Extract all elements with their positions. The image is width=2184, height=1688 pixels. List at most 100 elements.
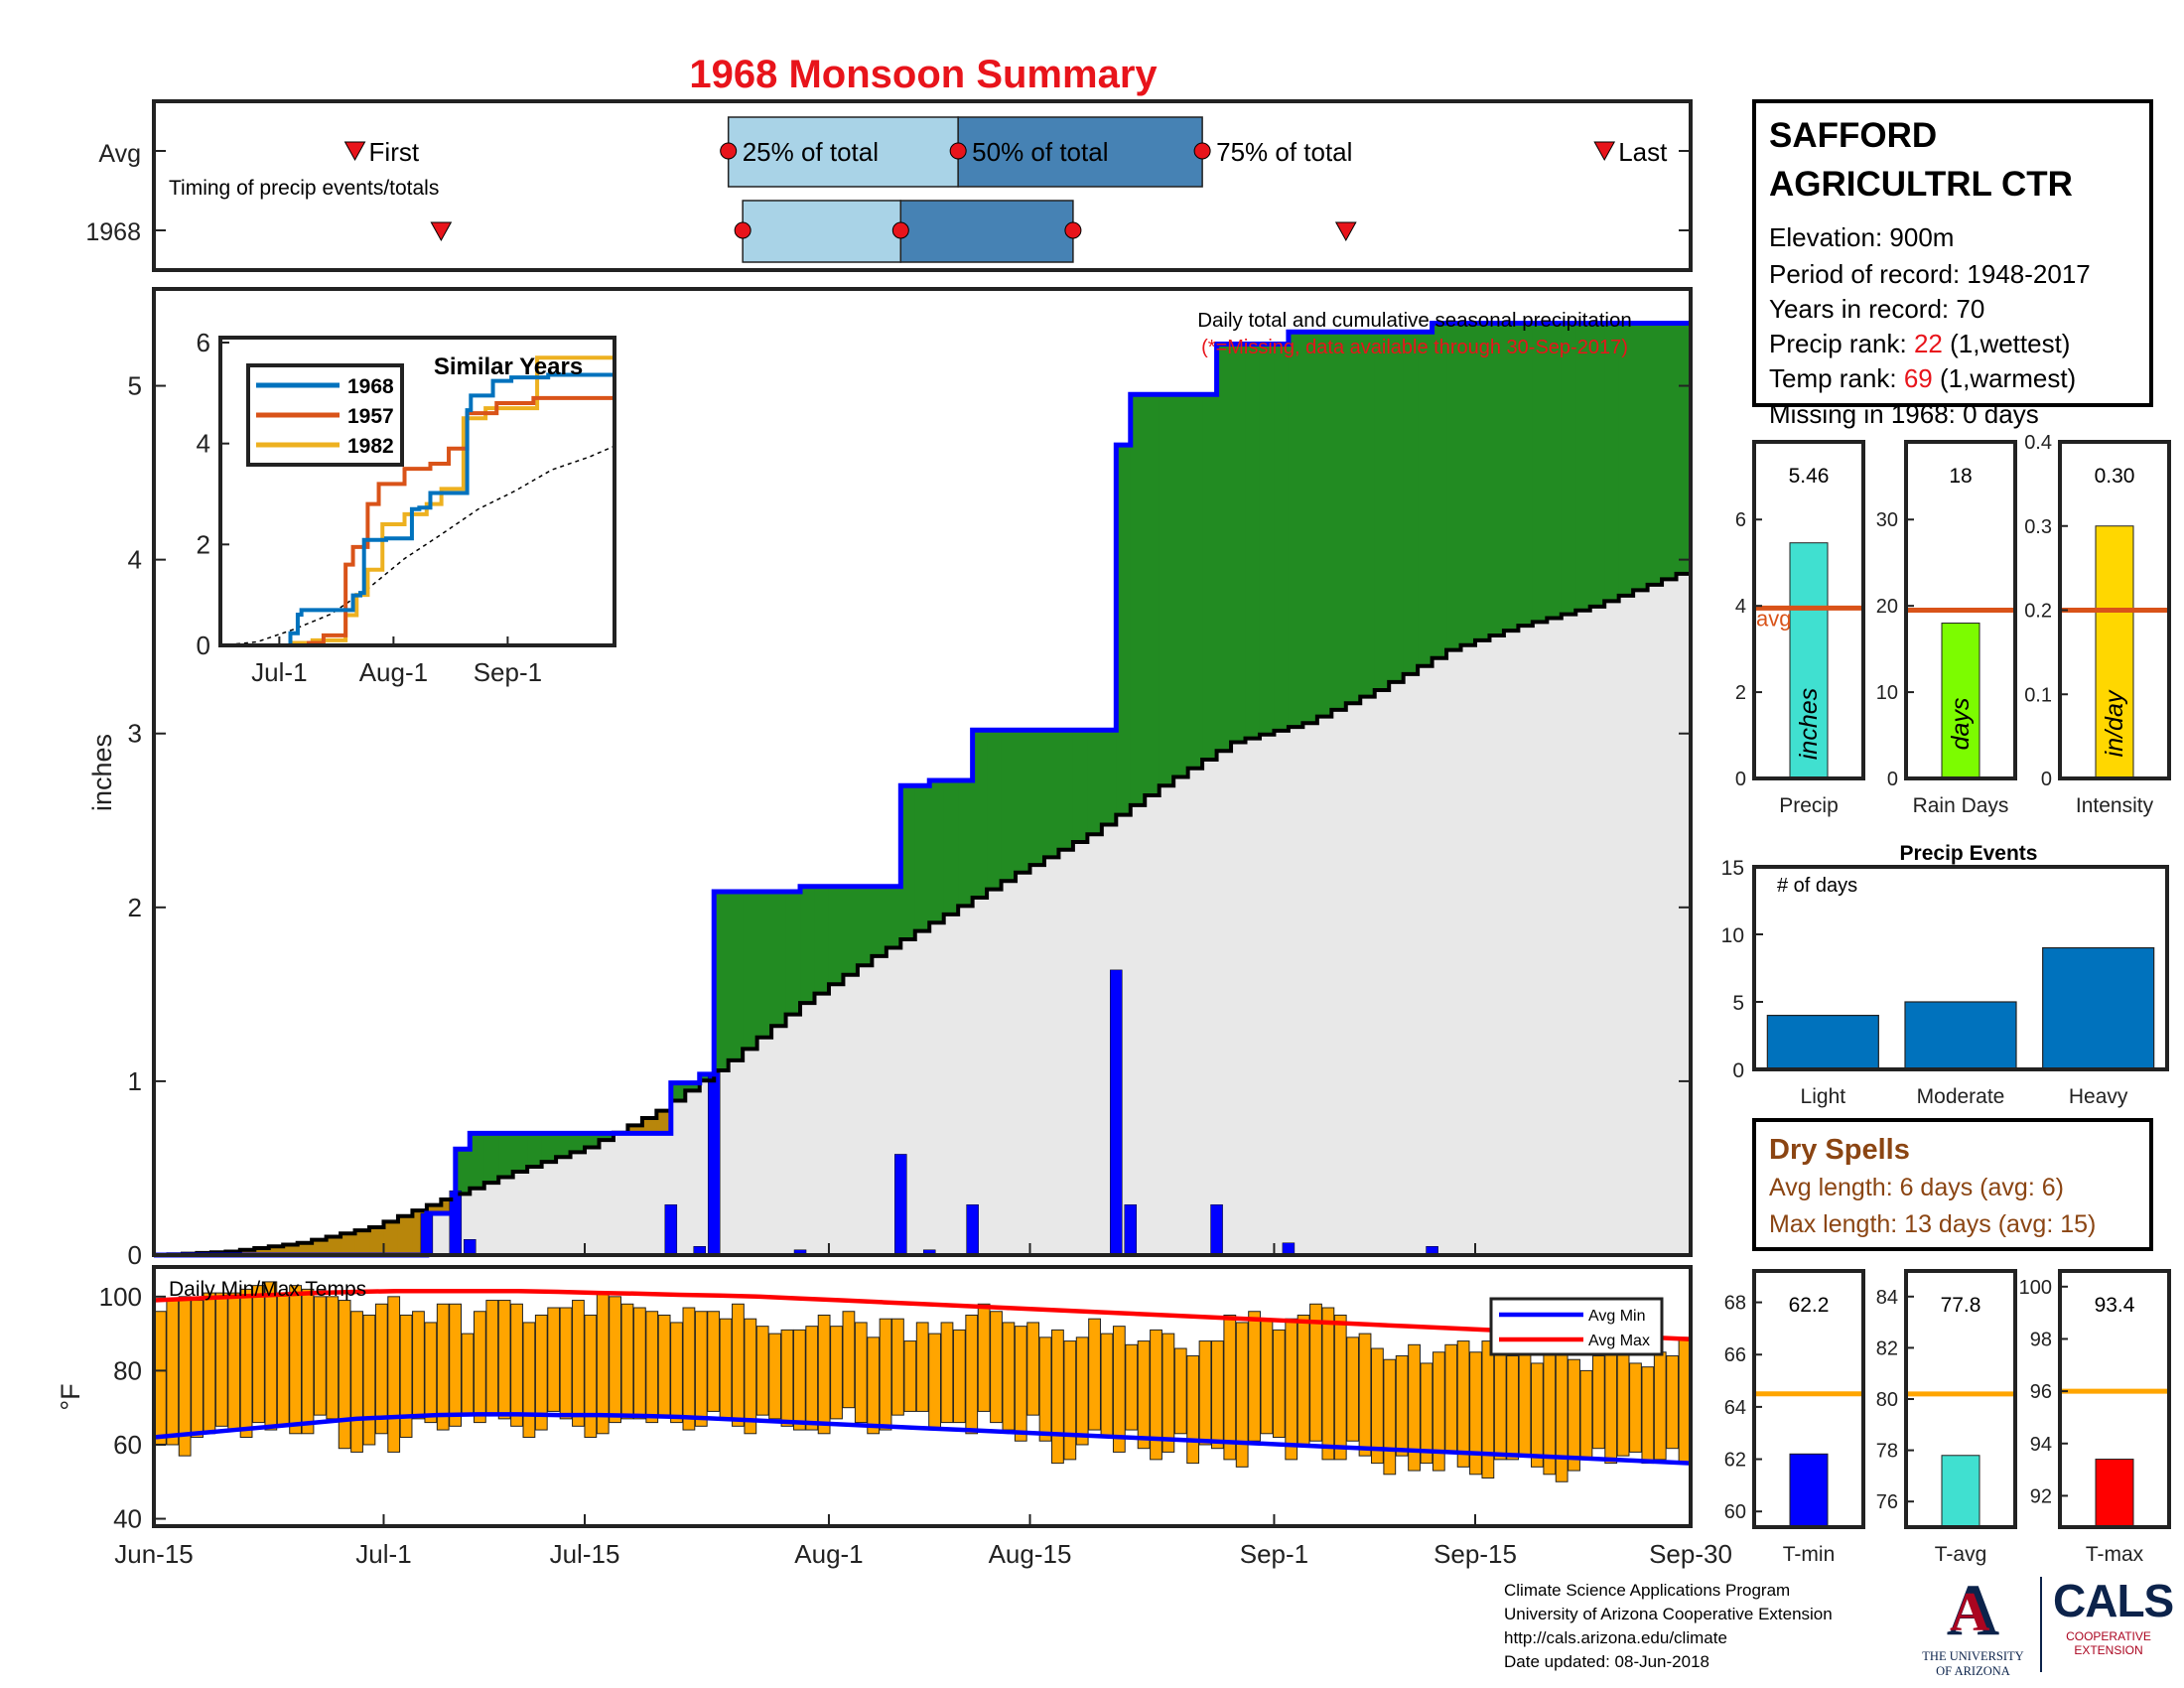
ua-text1: THE UNIVERSITY [1922, 1649, 2024, 1663]
events-ytick-label: 0 [1732, 1059, 1744, 1082]
precip-rank: Precip rank: 22 (1,wettest) [1769, 329, 2070, 358]
below-avg-fill [641, 1118, 657, 1134]
summary-ytick-label: 96 [2030, 1381, 2052, 1403]
x-axis-date-label: Sep-1 [1240, 1539, 1308, 1569]
daily-temp-bar [682, 1307, 696, 1431]
summary-panel-label: Intensity [2076, 794, 2154, 817]
inset-title: Similar Years [434, 353, 583, 380]
above-avg-fill [743, 892, 758, 1050]
dry-spells-box: Dry Spells Avg length: 6 days (avg: 6) M… [1752, 1118, 2153, 1251]
daily-temp-bar [1653, 1351, 1667, 1461]
timing-panel-frame [152, 99, 1693, 272]
p50-marker [891, 221, 909, 239]
first-event-marker [430, 221, 453, 242]
above-avg-fill [556, 1133, 572, 1158]
daily-temp-bar [1235, 1322, 1249, 1468]
daily-temp-bar [350, 1311, 363, 1453]
summary-precip-panels: 0 2 4 6 5.46 Precip inches avg 0 10 20 30 18 Rain Day… [1735, 432, 2171, 817]
daily-temp-bar [1051, 1329, 1064, 1465]
above-avg-fill [1159, 394, 1174, 786]
main-ytick-label: 0 [128, 1240, 142, 1270]
inset-ytick-label: 0 [197, 631, 210, 660]
above-avg-fill [1231, 344, 1247, 743]
above-avg-fill [1016, 730, 1031, 873]
last-event-marker [1334, 221, 1357, 242]
above-avg-fill [1116, 445, 1132, 815]
above-avg-fill [685, 1082, 701, 1091]
p75-label: 75% of total [1216, 137, 1352, 167]
p75-marker [1064, 221, 1082, 239]
temps-chart-frame [152, 1265, 1693, 1528]
daily-temp-bar [510, 1303, 523, 1427]
above-avg-fill [1145, 394, 1160, 796]
above-avg-fill [1662, 323, 1678, 580]
above-avg-fill [1245, 344, 1261, 739]
summary-ytick-label: 68 [1724, 1293, 1746, 1315]
timing-box-50-75 [957, 116, 1203, 188]
dry-spells-avg: Avg length: 6 days (avg: 6) [1769, 1174, 2064, 1201]
summary-ytick-label: 20 [1876, 596, 1898, 618]
daily-temp-bar [436, 1303, 450, 1431]
above-avg-fill [1058, 730, 1074, 850]
events-frame [1752, 865, 2169, 1071]
daily-temp-bar [584, 1314, 598, 1439]
daily-temp-bar [166, 1300, 180, 1446]
cals-logo: CALS COOPERATIVE EXTENSION [2053, 1572, 2174, 1657]
daily-temp-bar [1100, 1333, 1114, 1439]
inset-ytick-label: 4 [197, 429, 210, 459]
daily-temp-bar [1444, 1343, 1458, 1453]
summary-value-label: 62.2 [1789, 1294, 1830, 1317]
daily-temp-bar [632, 1307, 646, 1420]
p25-marker [734, 221, 751, 239]
station-years: Years in record: 70 [1769, 294, 1984, 324]
daily-temp-bar [1161, 1333, 1175, 1453]
summary-bar-rain-days [1941, 623, 1980, 779]
daily-temp-bar [1186, 1354, 1200, 1465]
first-label: First [369, 137, 420, 167]
above-avg-fill [1288, 332, 1303, 728]
inset-legend-label: 1968 [347, 375, 394, 398]
events-ytick-label: 5 [1732, 992, 1744, 1015]
summary-unit-label: inches [1795, 688, 1823, 760]
temp-rank: Temp rank: 69 (1,warmest) [1769, 363, 2076, 393]
summary-ytick-label: 30 [1876, 509, 1898, 531]
daily-temp-bar [1088, 1318, 1101, 1431]
below-avg-fill [326, 1236, 341, 1255]
below-avg-fill [239, 1249, 255, 1255]
above-avg-fill [1575, 323, 1591, 611]
summary-bar-t-avg [1941, 1455, 1980, 1528]
daily-temp-bar [1333, 1314, 1347, 1461]
daily-temp-bar [952, 1329, 966, 1424]
above-avg-fill [1259, 344, 1276, 735]
daily-temp-bar [1371, 1347, 1384, 1465]
above-avg-fill [498, 1133, 514, 1178]
below-avg-fill [383, 1221, 399, 1255]
ua-text2: OF ARIZONA [1936, 1664, 2010, 1678]
daily-temp-bar [449, 1303, 463, 1427]
daily-temp-bar [1555, 1351, 1569, 1482]
above-avg-fill [1647, 323, 1663, 585]
daily-temp-bar [879, 1318, 892, 1431]
summary-ytick-label: 94 [2030, 1434, 2052, 1456]
above-avg-fill [1446, 323, 1462, 650]
p75-marker [1193, 142, 1211, 160]
summary-avg-text: avg [1756, 606, 1791, 631]
main-ytick-label: 5 [128, 371, 142, 401]
main-ylabel: inches [87, 734, 117, 811]
below-avg-fill [627, 1125, 643, 1134]
summary-value-label: 5.46 [1789, 465, 1830, 488]
daily-temp-bar [1568, 1358, 1580, 1472]
daily-temp-bar [1456, 1340, 1470, 1468]
daily-temp-bar [609, 1296, 621, 1424]
above-avg-fill [1173, 394, 1189, 777]
daily-temp-bar [891, 1318, 904, 1416]
daily-temp-bar [1137, 1340, 1151, 1450]
p50-label: 50% of total [972, 137, 1108, 167]
summary-value-label: 18 [1949, 465, 1972, 488]
summary-temps-panels: 60 62 64 66 68 62.2 T-min 76 78 80 82 84 77.8 T-avg 92… [1724, 1269, 2171, 1566]
above-avg-fill [1087, 730, 1103, 835]
daily-temp-bar [1641, 1366, 1655, 1465]
daily-temp-bar [1260, 1318, 1274, 1435]
timing-row-1968-label: 1968 [85, 218, 141, 246]
inset-legend-label: 1957 [347, 405, 394, 428]
